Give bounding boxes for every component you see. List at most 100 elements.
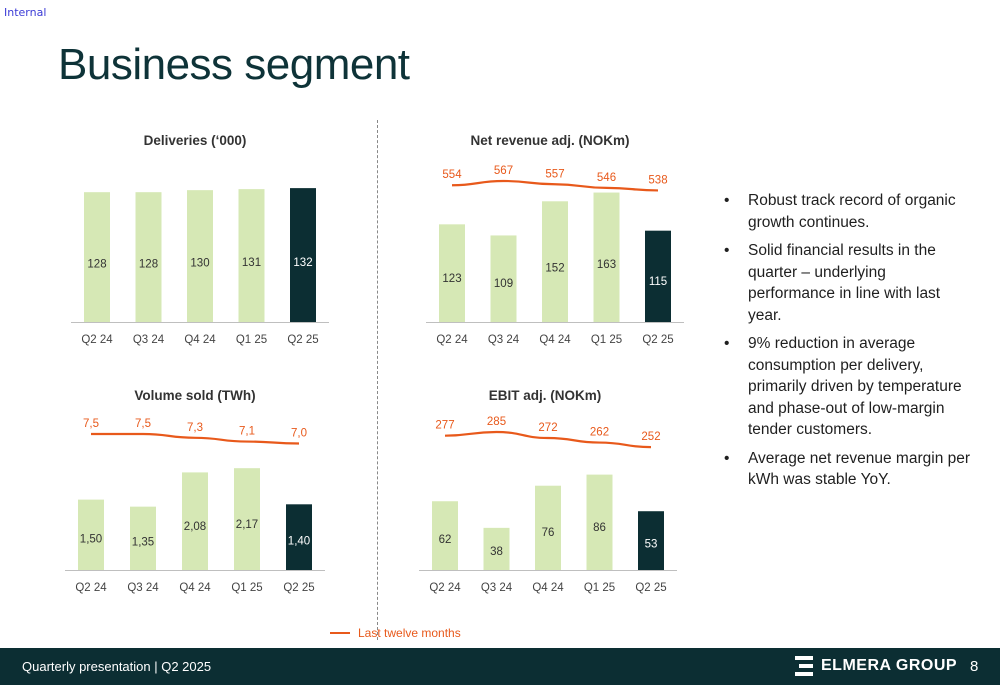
- logo-text: ELMERA GROUP: [821, 657, 958, 674]
- bar-value-label: 152: [545, 263, 564, 275]
- ltm-value-label: 262: [590, 427, 609, 439]
- bullet-icon: •: [724, 335, 730, 352]
- bullet-item: • Robust track record of organic growth c…: [722, 190, 977, 233]
- deliveries-chart: Deliveries (‘000) 128 128 130 131 132 Q2 24 Q3 …: [71, 133, 329, 346]
- volume-sold-chart: Volume sold (TWh) 1,50 1,35 2,08 2,17 1,40 Q2 …: [65, 388, 325, 594]
- bar-value-label: 53: [645, 539, 658, 551]
- bar: [187, 190, 213, 322]
- x-tick-label: Q1 25: [231, 582, 262, 594]
- x-tick-label: Q3 24: [127, 582, 159, 594]
- ltm-value-label: 546: [597, 172, 616, 184]
- company-logo: ELMERA GROUP: [795, 656, 957, 676]
- bar-value-label: 115: [649, 276, 667, 288]
- ltm-value-label: 554: [442, 169, 462, 181]
- bar-value-label: 62: [439, 534, 452, 546]
- bar: [593, 192, 620, 322]
- bar-value-label: 128: [139, 259, 158, 271]
- chart-title: Net revenue adj. (NOKm): [470, 133, 629, 148]
- x-tick-label: Q3 24: [481, 582, 513, 594]
- bullet-text: Average net revenue margin per kWh was s…: [748, 449, 971, 489]
- bar: [78, 499, 104, 570]
- ltm-value-label: 7,3: [187, 422, 203, 434]
- classification-tag: Internal: [4, 6, 47, 19]
- ltm-value-label: 557: [545, 168, 564, 180]
- chart-title: Volume sold (TWh): [134, 388, 255, 403]
- bar-value-label: 2,08: [184, 521, 206, 533]
- legend-label: Last twelve months: [358, 626, 461, 640]
- bar-value-label: 109: [494, 278, 513, 290]
- bar-value-label: 1,50: [80, 533, 102, 545]
- ltm-value-label: 7,1: [239, 426, 255, 438]
- bullet-item: • 9% reduction in average consumption per…: [722, 333, 977, 441]
- x-tick-label: Q4 24: [539, 334, 571, 346]
- elmera-logo-icon: [795, 656, 813, 676]
- bar: [645, 230, 671, 322]
- bar: [182, 472, 208, 570]
- x-tick-label: Q1 25: [236, 334, 267, 346]
- x-tick-label: Q2 25: [283, 582, 314, 594]
- x-tick-label: Q2 24: [436, 334, 468, 346]
- ltm-line: [90, 432, 300, 445]
- bullet-text: 9% reduction in average consumption per …: [748, 335, 962, 438]
- section-divider: [377, 120, 378, 640]
- bar-value-label: 132: [293, 257, 312, 269]
- bullet-text: Robust track record of organic growth co…: [748, 192, 956, 231]
- footer-text: Quarterly presentation | Q2 2025: [22, 659, 212, 674]
- bar-value-label: 76: [542, 527, 555, 539]
- bar: [432, 501, 458, 570]
- bar-series: 123 109 152 163 115: [439, 192, 671, 322]
- bullet-item: • Average net revenue margin per kWh was …: [722, 448, 977, 491]
- bar: [586, 474, 613, 570]
- bar-value-label: 131: [242, 257, 261, 269]
- key-points-list: • Robust track record of organic growth c…: [722, 190, 977, 498]
- chart-legend: Last twelve months: [330, 626, 461, 640]
- bar-value-label: 86: [593, 522, 606, 534]
- bar-value-label: 38: [490, 546, 503, 558]
- x-tick-label: Q1 25: [591, 334, 622, 346]
- bar: [535, 485, 561, 570]
- bar-series: 62 38 76 86 53: [432, 474, 664, 570]
- x-tick-label: Q2 24: [75, 582, 107, 594]
- ltm-line: [451, 179, 659, 192]
- bar: [638, 511, 664, 570]
- bar-series: 128 128 130 131 132: [84, 188, 316, 322]
- x-tick-label: Q2 24: [429, 582, 461, 594]
- footer-bar: Quarterly presentation | Q2 2025 ELMERA …: [0, 648, 1000, 685]
- bar: [234, 468, 260, 570]
- x-tick-label: Q4 24: [184, 334, 216, 346]
- bar: [84, 192, 110, 322]
- bullet-text: Solid financial results in the quarter –…: [748, 242, 941, 324]
- legend-line-swatch: [330, 632, 350, 634]
- bar-series: 1,50 1,35 2,08 2,17 1,40: [78, 468, 312, 570]
- bar: [483, 527, 510, 570]
- x-tick-label: Q2 25: [642, 334, 673, 346]
- ltm-value-label: 7,5: [135, 418, 151, 430]
- page-title: Business segment: [58, 40, 410, 89]
- bullet-icon: •: [724, 192, 730, 209]
- x-tick-label: Q3 24: [488, 334, 520, 346]
- bar-value-label: 163: [597, 259, 616, 271]
- chart-title: Deliveries (‘000): [144, 133, 247, 148]
- bar-value-label: 1,35: [132, 536, 154, 548]
- bar: [542, 201, 568, 322]
- x-tick-label: Q2 25: [635, 582, 666, 594]
- ltm-line: [444, 430, 652, 449]
- ltm-value-label: 252: [641, 431, 660, 443]
- x-tick-label: Q2 25: [287, 334, 318, 346]
- chart-title: EBIT adj. (NOKm): [489, 388, 602, 403]
- bar: [290, 188, 316, 322]
- bar-value-label: 1,40: [288, 535, 310, 547]
- bar: [135, 192, 162, 322]
- ltm-value-label: 538: [648, 174, 667, 186]
- bullet-item: • Solid financial results in the quarter …: [722, 240, 977, 326]
- ebit-chart: EBIT adj. (NOKm) 62 38 76 86 53 Q2 24 Q3 24 Q4 2…: [419, 388, 677, 594]
- x-tick-label: Q4 24: [532, 582, 564, 594]
- ltm-value-label: 7,5: [83, 418, 99, 430]
- x-tick-label: Q2 24: [81, 334, 113, 346]
- page-number: 8: [970, 658, 979, 675]
- bar-value-label: 128: [87, 259, 106, 271]
- bullet-icon: •: [724, 449, 730, 467]
- bar: [238, 189, 265, 322]
- ltm-value-label: 272: [538, 422, 557, 434]
- bar: [439, 224, 465, 322]
